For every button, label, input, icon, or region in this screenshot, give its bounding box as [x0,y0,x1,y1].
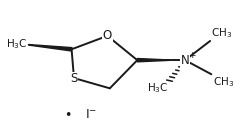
Text: N: N [181,54,189,67]
Text: $\mathregular{H_3C}$: $\mathregular{H_3C}$ [6,37,27,51]
Text: $\mathregular{H_3C}$: $\mathregular{H_3C}$ [147,82,168,95]
Text: S: S [70,72,78,85]
Polygon shape [29,45,72,51]
Text: •: • [64,109,72,122]
Text: +: + [188,51,196,60]
Text: $\mathregular{I^{-}}$: $\mathregular{I^{-}}$ [85,108,97,121]
Polygon shape [137,58,168,62]
Text: O: O [103,29,112,42]
Text: $\mathregular{CH_3}$: $\mathregular{CH_3}$ [211,26,233,40]
Text: $\mathregular{CH_3}$: $\mathregular{CH_3}$ [213,75,234,89]
